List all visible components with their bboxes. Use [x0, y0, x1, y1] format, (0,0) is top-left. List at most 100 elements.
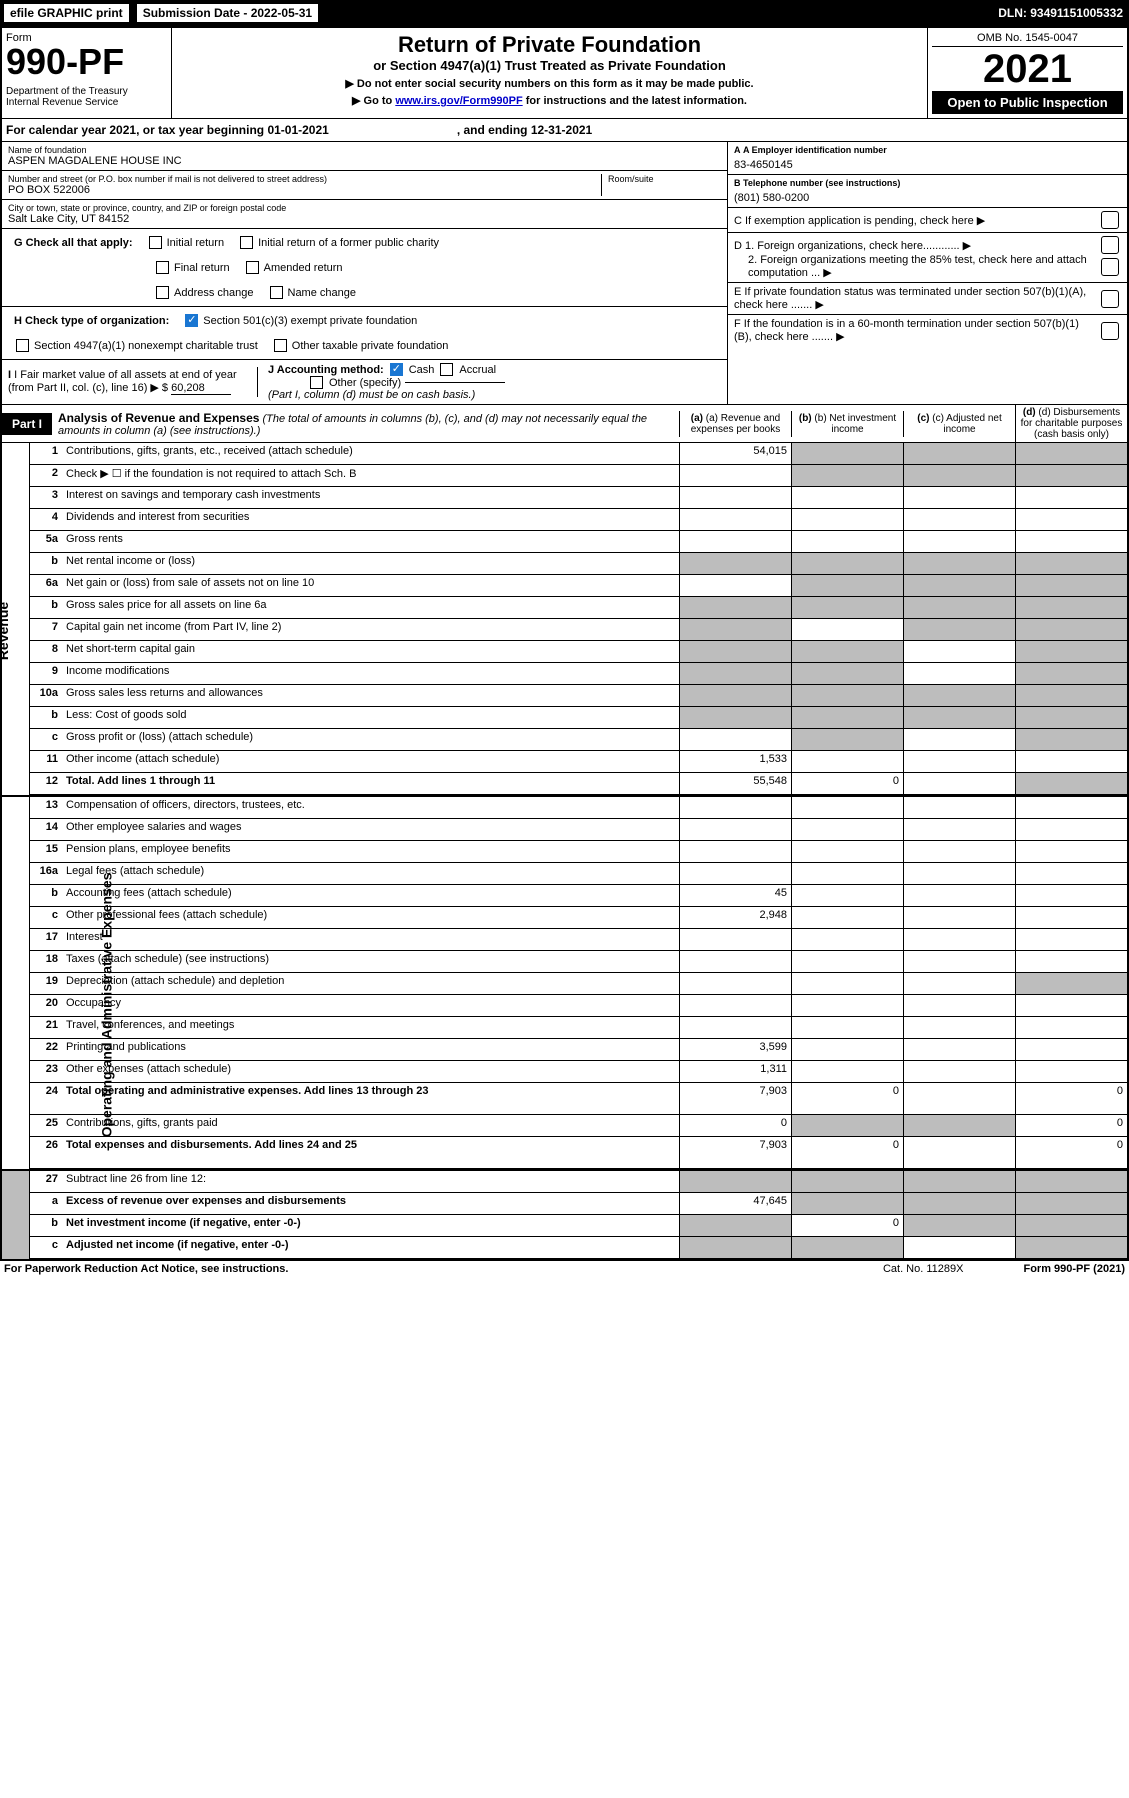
table-row: 26Total expenses and disbursements. Add …	[30, 1137, 1127, 1169]
cb-name-change[interactable]	[270, 286, 283, 299]
net-side	[2, 1171, 30, 1259]
city-cell: City or town, state or province, country…	[2, 200, 727, 229]
ein: 83-4650145	[734, 159, 1121, 171]
opt-cash: Cash	[409, 364, 435, 376]
cb-addr-change[interactable]	[156, 286, 169, 299]
col-a: (a) Revenue and expenses per books	[691, 413, 781, 435]
calendar-year-row: For calendar year 2021, or tax year begi…	[2, 119, 1127, 142]
phone: (801) 580-0200	[734, 192, 1121, 204]
cb-cash[interactable]	[390, 363, 403, 376]
room-label: Room/suite	[608, 174, 721, 184]
g-row: G Check all that apply: Initial return I…	[2, 229, 727, 307]
table-row: cOther professional fees (attach schedul…	[30, 907, 1127, 929]
fmv-value: 60,208	[171, 382, 231, 395]
footer-left: For Paperwork Reduction Act Notice, see …	[4, 1263, 288, 1275]
efile-print[interactable]: efile GRAPHIC print	[2, 2, 131, 24]
cal-end: , and ending 12-31-2021	[457, 123, 592, 137]
opt-name: Name change	[288, 287, 357, 299]
table-row: cAdjusted net income (if negative, enter…	[30, 1237, 1127, 1259]
table-row: 11Other income (attach schedule)1,533	[30, 751, 1127, 773]
submission-date: Submission Date - 2022-05-31	[135, 2, 320, 24]
table-row: bAccounting fees (attach schedule)45	[30, 885, 1127, 907]
opt-initial: Initial return	[167, 237, 224, 249]
title-box: Return of Private Foundation or Section …	[172, 28, 927, 118]
revenue-table: Revenue 1Contributions, gifts, grants, e…	[2, 443, 1127, 795]
table-row: 12Total. Add lines 1 through 1155,5480	[30, 773, 1127, 795]
instr-2: ▶ Go to www.irs.gov/Form990PF for instru…	[180, 94, 919, 107]
foundation-name: ASPEN MAGDALENE HOUSE INC	[8, 155, 721, 167]
expenses-side-label: Operating and Administrative Expenses	[2, 797, 30, 1169]
address-cell: Number and street (or P.O. box number if…	[2, 171, 727, 200]
cal-begin: For calendar year 2021, or tax year begi…	[6, 123, 329, 137]
cb-4947[interactable]	[16, 339, 29, 352]
table-row: 7Capital gain net income (from Part IV, …	[30, 619, 1127, 641]
form-number-box: Form 990-PF Department of the Treasury I…	[2, 28, 172, 118]
cb-other-acct[interactable]	[310, 376, 323, 389]
table-row: 21Travel, conferences, and meetings	[30, 1017, 1127, 1039]
cb-501c3[interactable]	[185, 314, 198, 327]
footer: For Paperwork Reduction Act Notice, see …	[0, 1261, 1129, 1277]
opt-accrual: Accrual	[459, 364, 496, 376]
table-row: bNet investment income (if negative, ent…	[30, 1215, 1127, 1237]
phone-cell: B Telephone number (see instructions) (8…	[728, 175, 1127, 208]
d-cell: D 1. Foreign organizations, check here..…	[728, 233, 1127, 283]
table-row: 17Interest	[30, 929, 1127, 951]
expenses-table: Operating and Administrative Expenses 13…	[2, 795, 1127, 1169]
cb-d1[interactable]	[1101, 236, 1119, 254]
instr-1: ▶ Do not enter social security numbers o…	[180, 77, 919, 90]
tax-year: 2021	[932, 47, 1123, 91]
opt-addr: Address change	[174, 287, 254, 299]
part1-header: Part I Analysis of Revenue and Expenses …	[2, 404, 1127, 443]
instructions-link[interactable]: www.irs.gov/Form990PF	[395, 95, 522, 107]
footer-right: Form 990-PF (2021)	[1023, 1263, 1125, 1275]
city-value: Salt Lake City, UT 84152	[8, 213, 721, 225]
table-row: 9Income modifications	[30, 663, 1127, 685]
part1-desc: Analysis of Revenue and Expenses (The to…	[52, 409, 679, 439]
col-d: (d) Disbursements for charitable purpose…	[1021, 407, 1123, 440]
g-label: G Check all that apply:	[14, 237, 133, 249]
cb-f[interactable]	[1101, 322, 1119, 340]
cb-final[interactable]	[156, 261, 169, 274]
table-row: 3Interest on savings and temporary cash …	[30, 487, 1127, 509]
top-bar: efile GRAPHIC print Submission Date - 20…	[0, 0, 1129, 26]
d2-text: 2. Foreign organizations meeting the 85%…	[734, 254, 1095, 279]
opt-4947: Section 4947(a)(1) nonexempt charitable …	[34, 340, 258, 352]
table-row: cGross profit or (loss) (attach schedule…	[30, 729, 1127, 751]
part1-tab: Part I	[2, 413, 52, 435]
table-row: 16aLegal fees (attach schedule)	[30, 863, 1127, 885]
cb-amended[interactable]	[246, 261, 259, 274]
footer-cat: Cat. No. 11289X	[883, 1263, 964, 1275]
cb-other-tax[interactable]	[274, 339, 287, 352]
c-cell: C If exemption application is pending, c…	[728, 208, 1127, 233]
table-row: 6aNet gain or (loss) from sale of assets…	[30, 575, 1127, 597]
opt-amended: Amended return	[264, 262, 343, 274]
cb-accrual[interactable]	[440, 363, 453, 376]
main-title: Return of Private Foundation	[180, 32, 919, 58]
form-container: Form 990-PF Department of the Treasury I…	[0, 26, 1129, 1261]
cb-initial-former[interactable]	[240, 236, 253, 249]
info-grid: Name of foundation ASPEN MAGDALENE HOUSE…	[2, 142, 1127, 404]
name-label: Name of foundation	[8, 145, 721, 155]
h-label: H Check type of organization:	[14, 315, 169, 327]
table-row: 10aGross sales less returns and allowanc…	[30, 685, 1127, 707]
table-row: 2Check ▶ ☐ if the foundation is not requ…	[30, 465, 1127, 487]
cb-e[interactable]	[1101, 290, 1119, 308]
instr2-post: for instructions and the latest informat…	[523, 95, 747, 107]
table-row: 4Dividends and interest from securities	[30, 509, 1127, 531]
table-row: aExcess of revenue over expenses and dis…	[30, 1193, 1127, 1215]
cb-initial-return[interactable]	[149, 236, 162, 249]
table-row: 23Other expenses (attach schedule)1,311	[30, 1061, 1127, 1083]
year-box: OMB No. 1545-0047 2021 Open to Public In…	[927, 28, 1127, 118]
net-table: 27Subtract line 26 from line 12:aExcess …	[2, 1169, 1127, 1259]
table-row: 1Contributions, gifts, grants, etc., rec…	[30, 443, 1127, 465]
form-990pf: 990-PF	[6, 44, 167, 80]
omb-number: OMB No. 1545-0047	[932, 32, 1123, 47]
ij-row: I I Fair market value of all assets at e…	[2, 360, 727, 404]
cb-d2[interactable]	[1101, 258, 1119, 276]
table-row: 19Depreciation (attach schedule) and dep…	[30, 973, 1127, 995]
table-row: bNet rental income or (loss)	[30, 553, 1127, 575]
cb-c[interactable]	[1101, 211, 1119, 229]
expenses-label: Operating and Administrative Expenses	[98, 873, 114, 1138]
opt-initial-former: Initial return of a former public charit…	[258, 237, 439, 249]
table-row: 20Occupancy	[30, 995, 1127, 1017]
